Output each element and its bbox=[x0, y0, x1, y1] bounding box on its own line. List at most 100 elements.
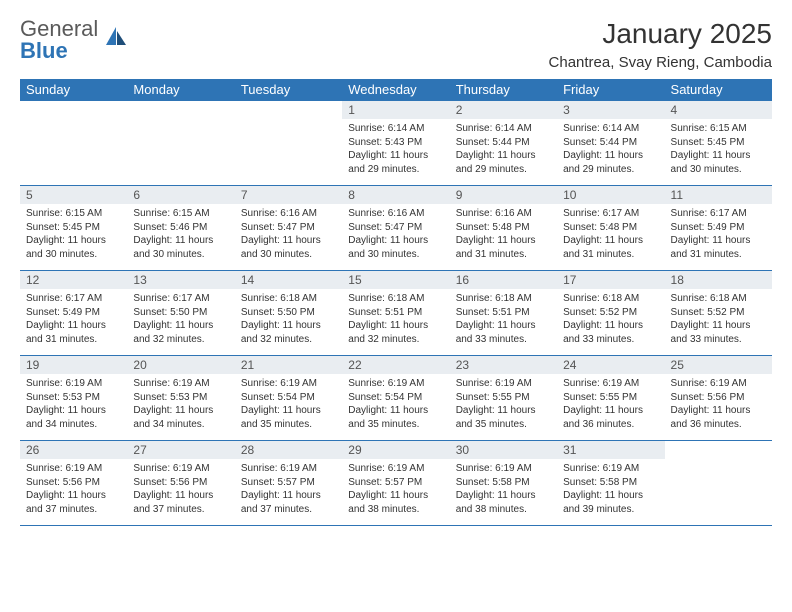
day-number: 28 bbox=[235, 441, 342, 459]
calendar-cell: 15Sunrise: 6:18 AMSunset: 5:51 PMDayligh… bbox=[342, 271, 449, 356]
day-number: 4 bbox=[665, 101, 772, 119]
day-number: 31 bbox=[557, 441, 664, 459]
day-details: Sunrise: 6:19 AMSunset: 5:53 PMDaylight:… bbox=[127, 374, 234, 435]
day-details: Sunrise: 6:19 AMSunset: 5:57 PMDaylight:… bbox=[235, 459, 342, 520]
day-number: 23 bbox=[450, 356, 557, 374]
day-number: 2 bbox=[450, 101, 557, 119]
day-details: Sunrise: 6:19 AMSunset: 5:55 PMDaylight:… bbox=[450, 374, 557, 435]
day-details: Sunrise: 6:18 AMSunset: 5:52 PMDaylight:… bbox=[557, 289, 664, 350]
day-number: 6 bbox=[127, 186, 234, 204]
day-details: Sunrise: 6:18 AMSunset: 5:51 PMDaylight:… bbox=[342, 289, 449, 350]
calendar-cell: 10Sunrise: 6:17 AMSunset: 5:48 PMDayligh… bbox=[557, 186, 664, 271]
calendar-cell: 24Sunrise: 6:19 AMSunset: 5:55 PMDayligh… bbox=[557, 356, 664, 441]
calendar-week-row: 1Sunrise: 6:14 AMSunset: 5:43 PMDaylight… bbox=[20, 101, 772, 186]
day-details: Sunrise: 6:17 AMSunset: 5:49 PMDaylight:… bbox=[20, 289, 127, 350]
calendar-cell: 13Sunrise: 6:17 AMSunset: 5:50 PMDayligh… bbox=[127, 271, 234, 356]
day-number: 7 bbox=[235, 186, 342, 204]
day-number: 9 bbox=[450, 186, 557, 204]
calendar-week-row: 19Sunrise: 6:19 AMSunset: 5:53 PMDayligh… bbox=[20, 356, 772, 441]
calendar-week-row: 26Sunrise: 6:19 AMSunset: 5:56 PMDayligh… bbox=[20, 441, 772, 526]
weekday-header: Wednesday bbox=[342, 79, 449, 101]
calendar-cell: 17Sunrise: 6:18 AMSunset: 5:52 PMDayligh… bbox=[557, 271, 664, 356]
day-details: Sunrise: 6:19 AMSunset: 5:54 PMDaylight:… bbox=[342, 374, 449, 435]
calendar-cell: 23Sunrise: 6:19 AMSunset: 5:55 PMDayligh… bbox=[450, 356, 557, 441]
weekday-header: Saturday bbox=[665, 79, 772, 101]
calendar-cell: 8Sunrise: 6:16 AMSunset: 5:47 PMDaylight… bbox=[342, 186, 449, 271]
calendar-cell: 28Sunrise: 6:19 AMSunset: 5:57 PMDayligh… bbox=[235, 441, 342, 526]
weekday-header: Tuesday bbox=[235, 79, 342, 101]
day-details: Sunrise: 6:19 AMSunset: 5:57 PMDaylight:… bbox=[342, 459, 449, 520]
calendar-cell: 27Sunrise: 6:19 AMSunset: 5:56 PMDayligh… bbox=[127, 441, 234, 526]
weekday-header: Monday bbox=[127, 79, 234, 101]
calendar-cell: 31Sunrise: 6:19 AMSunset: 5:58 PMDayligh… bbox=[557, 441, 664, 526]
day-number: 1 bbox=[342, 101, 449, 119]
calendar-cell: 3Sunrise: 6:14 AMSunset: 5:44 PMDaylight… bbox=[557, 101, 664, 186]
day-number: 10 bbox=[557, 186, 664, 204]
logo: General Blue bbox=[20, 18, 128, 62]
day-details: Sunrise: 6:14 AMSunset: 5:44 PMDaylight:… bbox=[557, 119, 664, 180]
calendar-cell: 25Sunrise: 6:19 AMSunset: 5:56 PMDayligh… bbox=[665, 356, 772, 441]
day-details: Sunrise: 6:14 AMSunset: 5:43 PMDaylight:… bbox=[342, 119, 449, 180]
day-details: Sunrise: 6:15 AMSunset: 5:45 PMDaylight:… bbox=[20, 204, 127, 265]
day-number: 21 bbox=[235, 356, 342, 374]
calendar-cell: 29Sunrise: 6:19 AMSunset: 5:57 PMDayligh… bbox=[342, 441, 449, 526]
day-details: Sunrise: 6:18 AMSunset: 5:50 PMDaylight:… bbox=[235, 289, 342, 350]
calendar-cell bbox=[235, 101, 342, 186]
day-number: 29 bbox=[342, 441, 449, 459]
day-details: Sunrise: 6:15 AMSunset: 5:46 PMDaylight:… bbox=[127, 204, 234, 265]
day-details: Sunrise: 6:15 AMSunset: 5:45 PMDaylight:… bbox=[665, 119, 772, 180]
calendar-cell: 22Sunrise: 6:19 AMSunset: 5:54 PMDayligh… bbox=[342, 356, 449, 441]
calendar-cell: 30Sunrise: 6:19 AMSunset: 5:58 PMDayligh… bbox=[450, 441, 557, 526]
logo-text-blue: Blue bbox=[20, 38, 68, 63]
day-number: 26 bbox=[20, 441, 127, 459]
day-number: 13 bbox=[127, 271, 234, 289]
day-details: Sunrise: 6:19 AMSunset: 5:56 PMDaylight:… bbox=[20, 459, 127, 520]
calendar-cell bbox=[20, 101, 127, 186]
day-number: 19 bbox=[20, 356, 127, 374]
calendar-cell: 2Sunrise: 6:14 AMSunset: 5:44 PMDaylight… bbox=[450, 101, 557, 186]
calendar-cell bbox=[665, 441, 772, 526]
month-title: January 2025 bbox=[549, 18, 772, 50]
day-details: Sunrise: 6:16 AMSunset: 5:47 PMDaylight:… bbox=[342, 204, 449, 265]
calendar-body: 1Sunrise: 6:14 AMSunset: 5:43 PMDaylight… bbox=[20, 101, 772, 526]
calendar-cell: 16Sunrise: 6:18 AMSunset: 5:51 PMDayligh… bbox=[450, 271, 557, 356]
header: General Blue January 2025 Chantrea, Svay… bbox=[20, 18, 772, 71]
day-details: Sunrise: 6:19 AMSunset: 5:56 PMDaylight:… bbox=[665, 374, 772, 435]
day-number: 16 bbox=[450, 271, 557, 289]
day-number: 22 bbox=[342, 356, 449, 374]
calendar-cell: 21Sunrise: 6:19 AMSunset: 5:54 PMDayligh… bbox=[235, 356, 342, 441]
day-number: 8 bbox=[342, 186, 449, 204]
weekday-header-row: Sunday Monday Tuesday Wednesday Thursday… bbox=[20, 79, 772, 101]
day-number: 3 bbox=[557, 101, 664, 119]
day-number: 12 bbox=[20, 271, 127, 289]
day-number: 18 bbox=[665, 271, 772, 289]
day-details: Sunrise: 6:19 AMSunset: 5:56 PMDaylight:… bbox=[127, 459, 234, 520]
day-number: 17 bbox=[557, 271, 664, 289]
day-details: Sunrise: 6:17 AMSunset: 5:48 PMDaylight:… bbox=[557, 204, 664, 265]
calendar-cell bbox=[127, 101, 234, 186]
weekday-header: Thursday bbox=[450, 79, 557, 101]
calendar-cell: 26Sunrise: 6:19 AMSunset: 5:56 PMDayligh… bbox=[20, 441, 127, 526]
calendar-cell: 12Sunrise: 6:17 AMSunset: 5:49 PMDayligh… bbox=[20, 271, 127, 356]
sail-icon bbox=[102, 25, 128, 55]
calendar-table: Sunday Monday Tuesday Wednesday Thursday… bbox=[20, 79, 772, 526]
location: Chantrea, Svay Rieng, Cambodia bbox=[549, 54, 772, 71]
day-number: 15 bbox=[342, 271, 449, 289]
day-number: 27 bbox=[127, 441, 234, 459]
weekday-header: Sunday bbox=[20, 79, 127, 101]
day-number: 30 bbox=[450, 441, 557, 459]
day-details: Sunrise: 6:17 AMSunset: 5:49 PMDaylight:… bbox=[665, 204, 772, 265]
day-details: Sunrise: 6:14 AMSunset: 5:44 PMDaylight:… bbox=[450, 119, 557, 180]
title-block: January 2025 Chantrea, Svay Rieng, Cambo… bbox=[549, 18, 772, 71]
calendar-cell: 18Sunrise: 6:18 AMSunset: 5:52 PMDayligh… bbox=[665, 271, 772, 356]
calendar-week-row: 5Sunrise: 6:15 AMSunset: 5:45 PMDaylight… bbox=[20, 186, 772, 271]
day-number: 11 bbox=[665, 186, 772, 204]
calendar-cell: 9Sunrise: 6:16 AMSunset: 5:48 PMDaylight… bbox=[450, 186, 557, 271]
day-details: Sunrise: 6:19 AMSunset: 5:54 PMDaylight:… bbox=[235, 374, 342, 435]
calendar-cell: 7Sunrise: 6:16 AMSunset: 5:47 PMDaylight… bbox=[235, 186, 342, 271]
calendar-cell: 4Sunrise: 6:15 AMSunset: 5:45 PMDaylight… bbox=[665, 101, 772, 186]
day-details: Sunrise: 6:16 AMSunset: 5:48 PMDaylight:… bbox=[450, 204, 557, 265]
day-details: Sunrise: 6:19 AMSunset: 5:53 PMDaylight:… bbox=[20, 374, 127, 435]
weekday-header: Friday bbox=[557, 79, 664, 101]
day-number: 14 bbox=[235, 271, 342, 289]
